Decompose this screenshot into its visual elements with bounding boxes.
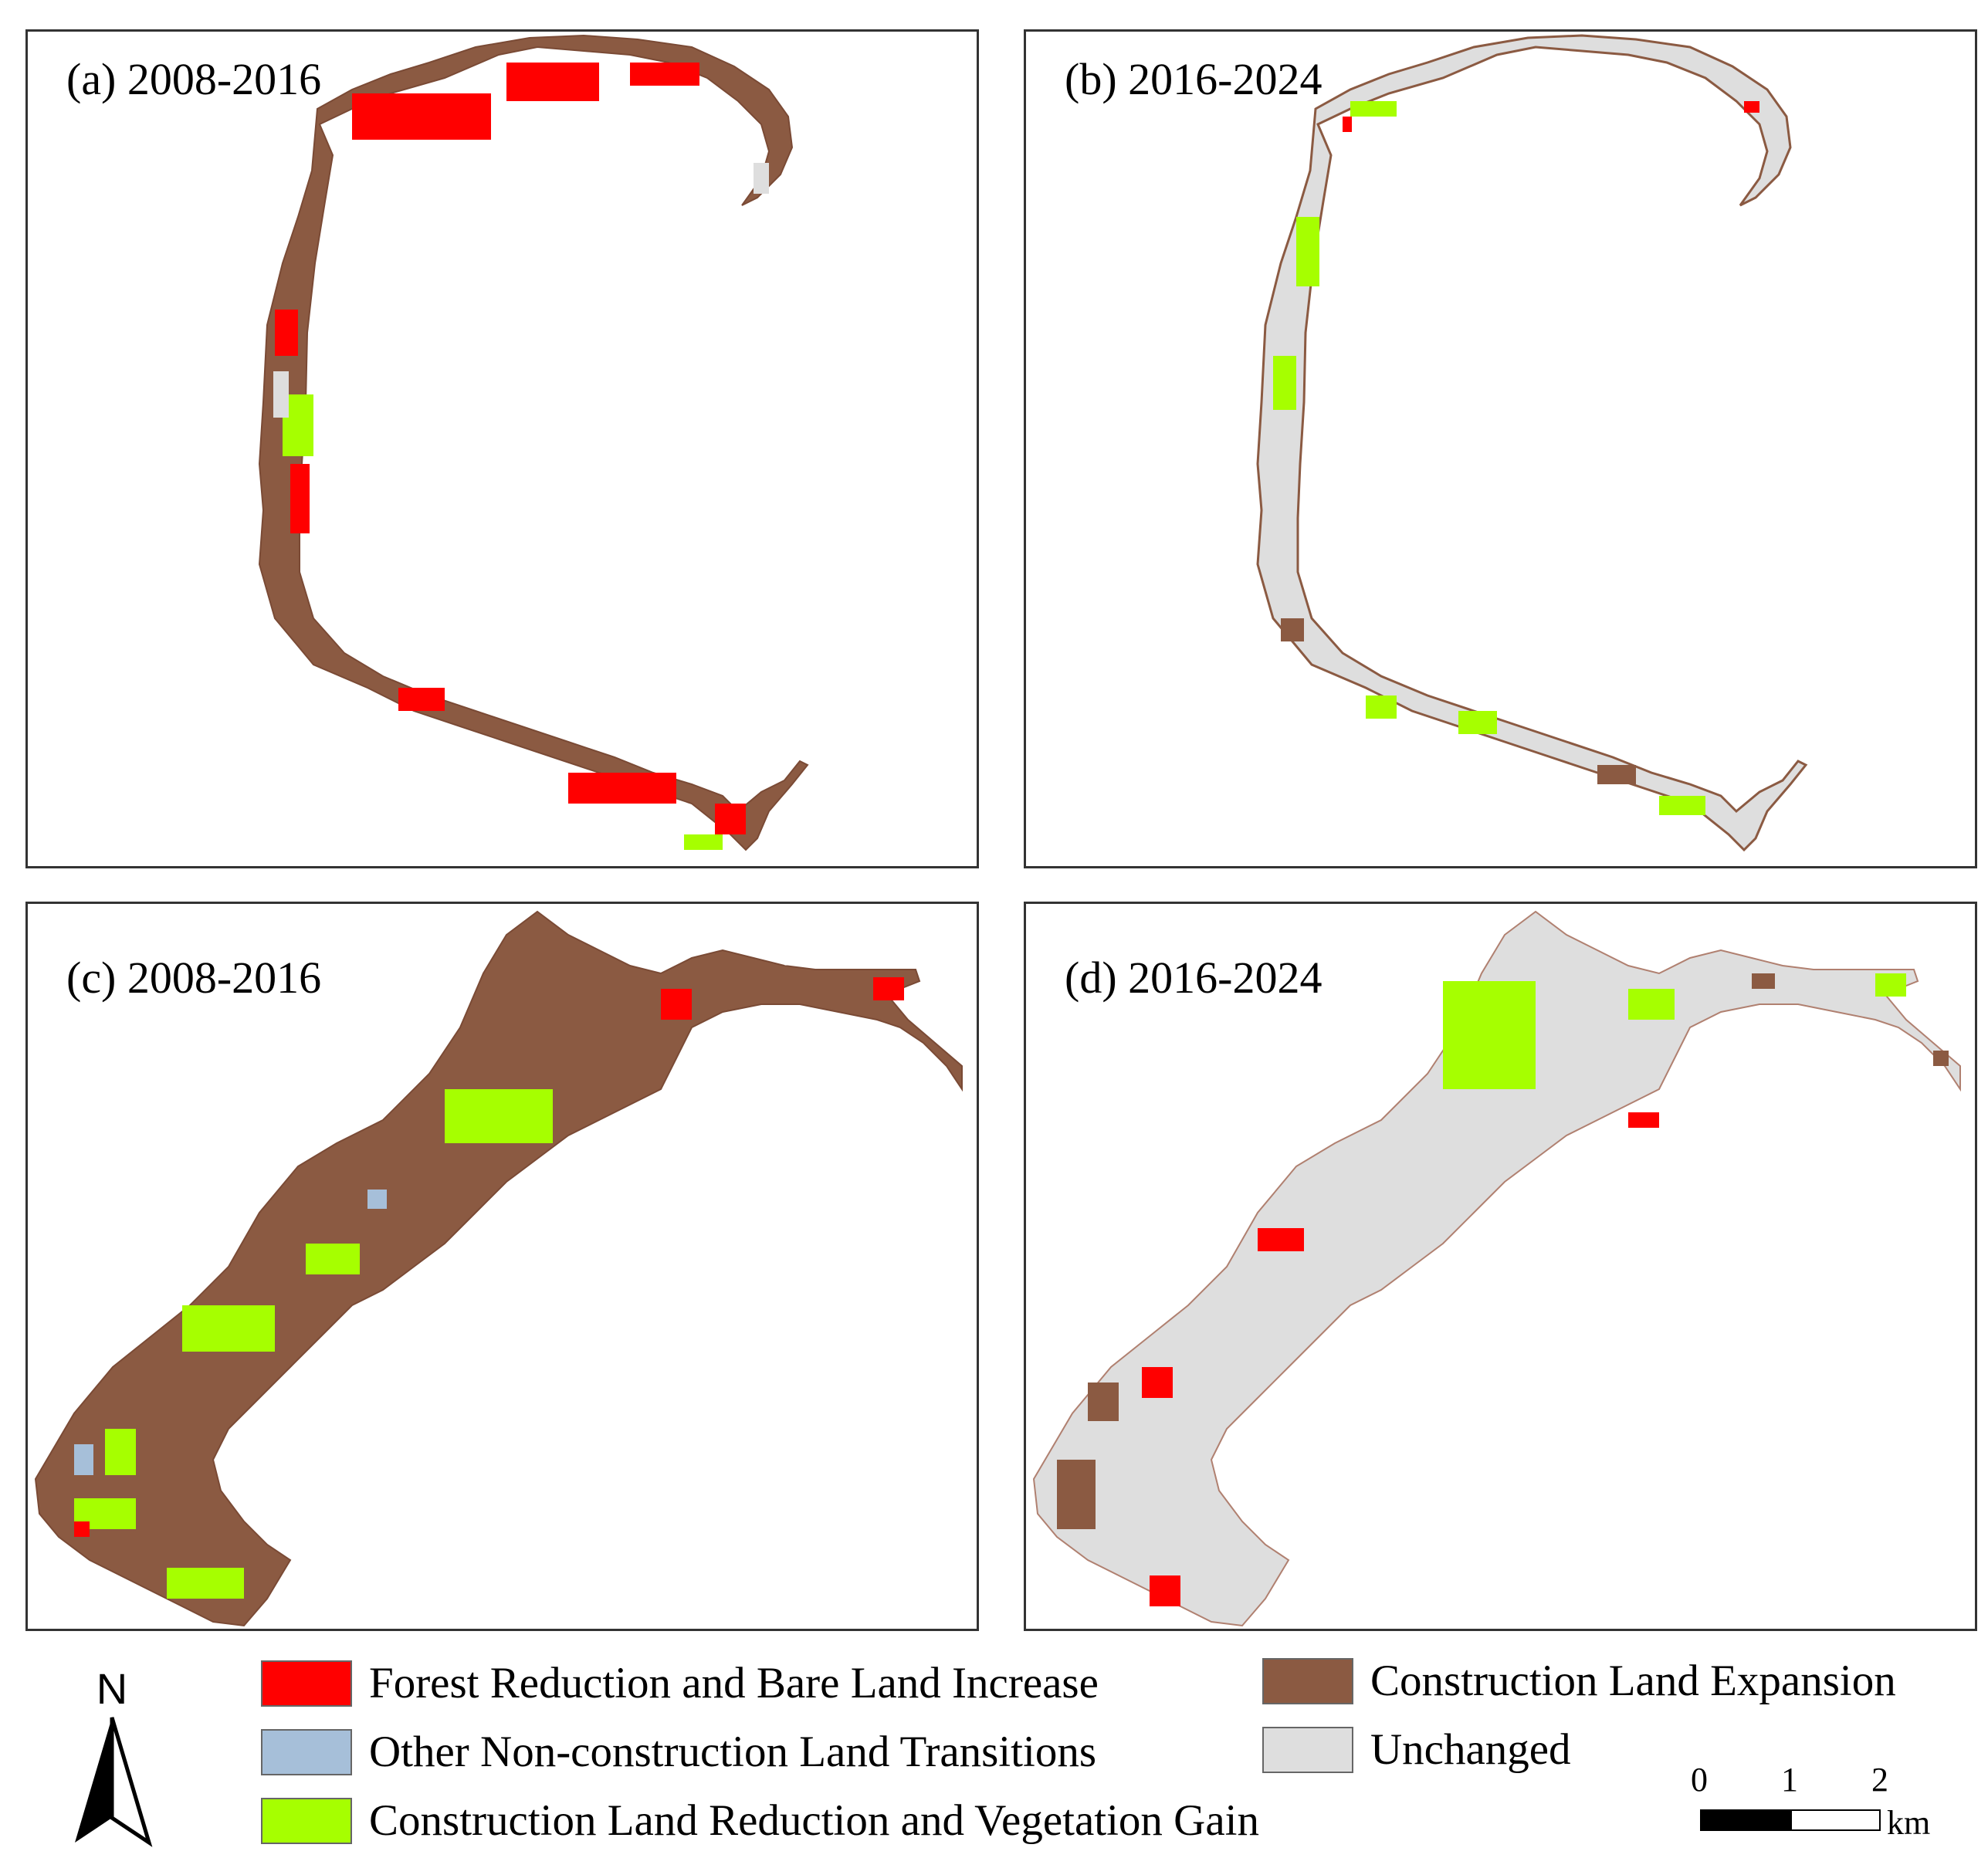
legend-item-construction-expansion: Construction Land Expansion (1262, 1656, 1896, 1706)
scale-bar: 0 1 2 km (1683, 1760, 1976, 1853)
panel-label-c: (c) 2008-2016 (66, 953, 322, 1003)
legend-item-construction-reduction: Construction Land Reduction and Vegetati… (261, 1795, 1259, 1846)
map-panel-b: (b) 2016-2024 (1024, 29, 1977, 868)
panel-label-d: (d) 2016-2024 (1065, 953, 1323, 1003)
map-d-shape (1032, 910, 1961, 1627)
legend-item-unchanged: Unchanged (1262, 1724, 1571, 1775)
legend-item-other-transitions: Other Non-construction Land Transitions (261, 1727, 1096, 1777)
legend-swatch-green (261, 1797, 352, 1844)
legend-swatch-brown (1262, 1657, 1353, 1704)
panel-label-b: (b) 2016-2024 (1065, 54, 1323, 104)
legend-label: Construction Land Reduction and Vegetati… (369, 1796, 1259, 1845)
map-c-shape (34, 910, 963, 1627)
legend-swatch-red (261, 1660, 352, 1707)
scale-bar-black (1700, 1809, 1790, 1831)
scale-bar-white (1790, 1809, 1881, 1831)
map-panel-c: (c) 2008-2016 (25, 902, 979, 1631)
north-arrow-icon (75, 1717, 153, 1847)
north-letter: N (96, 1664, 128, 1713)
map-b-shape (1256, 34, 1808, 852)
legend-swatch-blue (261, 1728, 352, 1775)
legend-swatch-gray (1262, 1726, 1353, 1773)
legend-label: Other Non-construction Land Transitions (369, 1728, 1097, 1776)
scale-tick-2: 2 (1871, 1761, 1888, 1799)
scale-unit: km (1887, 1804, 1931, 1842)
north-arrow: N (66, 1663, 158, 1849)
scale-tick-0: 0 (1691, 1761, 1708, 1799)
legend-item-forest-reduction: Forest Reduction and Bare Land Increase (261, 1658, 1099, 1708)
legend-label: Unchanged (1370, 1725, 1571, 1774)
legend-label: Construction Land Expansion (1370, 1657, 1896, 1705)
map-a-shape (258, 34, 809, 851)
map-panel-d: (d) 2016-2024 (1024, 902, 1977, 1631)
map-panel-a: (a) 2008-2016 (25, 29, 979, 868)
panel-label-a: (a) 2008-2016 (66, 54, 322, 104)
scale-tick-1: 1 (1781, 1761, 1798, 1799)
legend-label: Forest Reduction and Bare Land Increase (369, 1659, 1099, 1707)
